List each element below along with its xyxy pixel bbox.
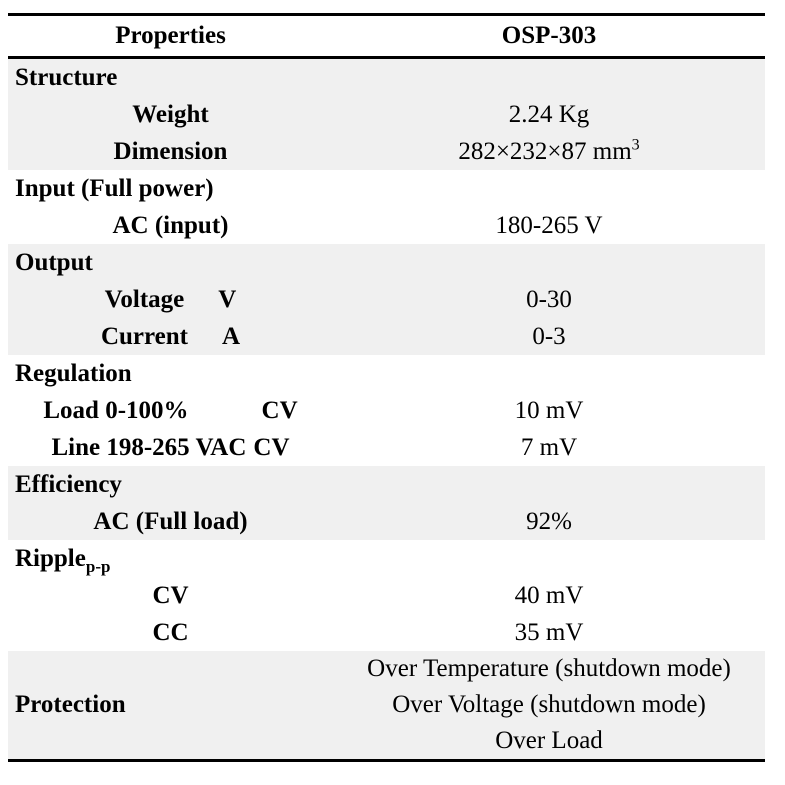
row-label: Load 0-100% CV	[8, 392, 333, 429]
row-label: CV	[152, 582, 189, 609]
table-row-ac-full-load: AC (Full load) 92%	[8, 503, 765, 540]
section-input: Input (Full power) AC (input) 180-265 V	[8, 170, 765, 244]
property-name: Current	[100, 323, 188, 350]
section-title: Input (Full power)	[15, 175, 214, 202]
row-value: 92%	[526, 508, 572, 535]
property-name: Voltage	[104, 286, 185, 313]
section-protection: Protection Over Temperature (shutdown mo…	[8, 651, 765, 759]
section-structure: Structure Weight 2.24 Kg Dimension 282×2…	[8, 59, 765, 170]
table-row-ac-input: AC (input) 180-265 V	[8, 207, 765, 244]
protection-values: Over Temperature (shutdown mode) Over Vo…	[333, 651, 765, 759]
section-regulation-title-row: Regulation	[8, 355, 765, 392]
section-regulation: Regulation Load 0-100% CV 10 mV Line 198-…	[8, 355, 765, 466]
section-ripple-title-row: Ripplep-p	[8, 540, 765, 577]
row-label: Voltage V	[8, 281, 333, 318]
specifications-table: Properties OSP-303 Structure Weight 2.24…	[8, 13, 765, 762]
row-label: AC (input)	[112, 212, 229, 239]
section-output: Output Voltage V 0-30 Current A 0-3	[8, 244, 765, 355]
row-label: Weight	[132, 101, 209, 128]
table-row-ripple-cv: CV 40 mV	[8, 577, 765, 614]
section-title: Output	[15, 249, 93, 276]
row-label: CC	[152, 619, 189, 646]
section-input-title-row: Input (Full power)	[8, 170, 765, 207]
section-title: Protection	[15, 691, 126, 718]
row-value: 180-265 V	[495, 212, 603, 239]
row-label: Current A	[8, 318, 333, 355]
protection-item: Over Load	[495, 727, 603, 754]
section-title: Structure	[15, 64, 118, 91]
dimension-exponent: 3	[631, 136, 640, 154]
ripple-title: Ripple	[15, 545, 86, 572]
dimension-value: 282×232×87 mm	[458, 138, 632, 165]
row-value: 0-3	[532, 323, 566, 350]
protection-label-cell: Protection	[8, 651, 333, 759]
row-value: 2.24 Kg	[508, 101, 590, 128]
property-unit: V	[218, 286, 237, 313]
row-label: AC (Full load)	[93, 508, 248, 535]
table-row-dimension: Dimension 282×232×87 mm3	[8, 133, 765, 170]
table-row-load-regulation: Load 0-100% CV 10 mV	[8, 392, 765, 429]
section-title: Regulation	[15, 360, 132, 387]
section-output-title-row: Output	[8, 244, 765, 281]
row-value: 40 mV	[514, 582, 584, 609]
property-name: Load 0-100%	[43, 397, 189, 424]
row-value: 10 mV	[514, 397, 584, 424]
ripple-subscript: p-p	[85, 557, 111, 576]
section-efficiency: Efficiency AC (Full load) 92%	[8, 466, 765, 540]
table-row-ripple-cc: CC 35 mV	[8, 614, 765, 651]
property-unit: A	[221, 323, 241, 350]
property-name: Line 198-265 VAC	[51, 434, 247, 461]
section-title: Ripplep-p	[8, 540, 110, 577]
row-value: 0-30	[526, 286, 572, 313]
protection-item: Over Temperature (shutdown mode)	[367, 655, 731, 682]
table-header-row: Properties OSP-303	[8, 16, 765, 59]
table-row-voltage: Voltage V 0-30	[8, 281, 765, 318]
row-value: 35 mV	[514, 619, 584, 646]
section-title: Efficiency	[15, 471, 122, 498]
row-label: Line 198-265 VAC CV	[8, 429, 333, 466]
table-row-line-regulation: Line 198-265 VAC CV 7 mV	[8, 429, 765, 466]
row-value: 282×232×87 mm3	[333, 133, 765, 170]
section-ripple: Ripplep-p CV 40 mV CC 35 mV	[8, 540, 765, 651]
section-structure-title-row: Structure	[8, 59, 765, 96]
row-value: 7 mV	[520, 434, 578, 461]
protection-item: Over Voltage (shutdown mode)	[392, 691, 706, 718]
row-label: Dimension	[113, 138, 228, 165]
section-efficiency-title-row: Efficiency	[8, 466, 765, 503]
property-mode: CV	[253, 434, 290, 461]
property-mode: CV	[261, 397, 298, 424]
header-model: OSP-303	[501, 22, 597, 49]
header-properties: Properties	[115, 22, 226, 49]
table-row-current: Current A 0-3	[8, 318, 765, 355]
table-row-weight: Weight 2.24 Kg	[8, 96, 765, 133]
